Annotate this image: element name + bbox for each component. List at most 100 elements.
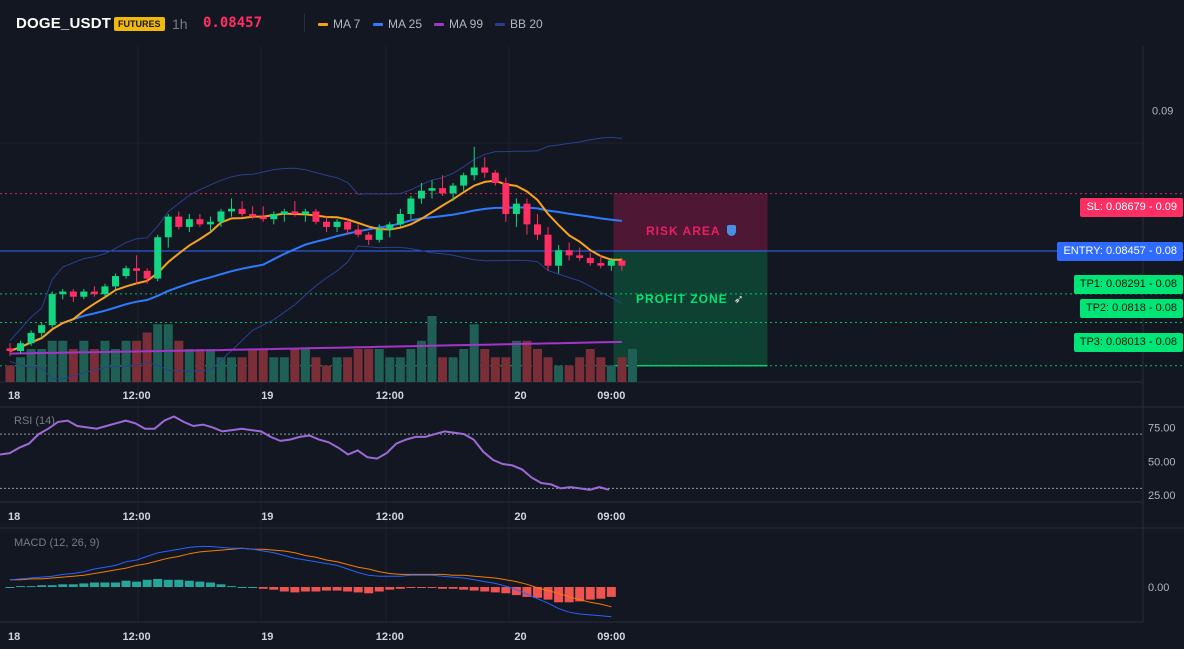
- tp1-price-tag: TP1: 0.08291 - 0.08: [1073, 275, 1183, 294]
- bb20-lower-line: [9, 245, 623, 380]
- candle-body: [523, 203, 531, 225]
- profit-zone-text: PROFIT ZONE: [636, 292, 728, 306]
- tp3-price-tag: TP3: 0.08013 - 0.08: [1073, 333, 1183, 352]
- volume-bar: [184, 349, 194, 382]
- candle-body: [238, 208, 246, 214]
- tp3-tag-label: TP3: 0.08013: [1079, 336, 1146, 348]
- last-price: 0.08457: [203, 15, 263, 31]
- candle-body: [101, 286, 109, 295]
- volume-bar: [311, 357, 321, 382]
- candle-body: [502, 182, 510, 214]
- candle-body: [270, 214, 278, 220]
- risk-area-zone: [613, 193, 768, 251]
- legend-ma25[interactable]: MA 25: [373, 17, 422, 31]
- candle-body: [48, 294, 56, 326]
- macd-histogram-bar: [564, 587, 574, 603]
- macd-histogram-bar: [490, 587, 500, 593]
- candle-body: [607, 260, 615, 266]
- candle-body: [375, 229, 383, 240]
- candle-body: [143, 270, 151, 279]
- macd-tick-label: 0.00: [1148, 582, 1169, 594]
- candle-body: [228, 208, 236, 212]
- profit-zone: [613, 250, 768, 366]
- volume-bar: [237, 357, 247, 382]
- symbol-name[interactable]: DOGE_USDT: [16, 15, 112, 32]
- candle-body: [586, 257, 594, 264]
- volume-bar: [300, 349, 310, 382]
- volume-bar: [47, 340, 57, 382]
- macd-histogram-bar: [575, 587, 585, 602]
- volume-bar: [100, 340, 110, 382]
- volume-bar: [564, 365, 574, 382]
- candle-body: [17, 343, 25, 351]
- macd-histogram-bar: [79, 583, 89, 587]
- time-tick-label: 09:00: [597, 511, 625, 523]
- macd-histogram-bar: [47, 585, 57, 587]
- volume-bar: [554, 365, 564, 382]
- candle-body: [576, 255, 584, 258]
- volume-bar: [490, 357, 500, 382]
- candle-body: [470, 167, 478, 176]
- candle-body: [154, 237, 162, 279]
- macd-histogram-bar: [248, 587, 258, 588]
- volume-bar: [480, 349, 490, 382]
- header-divider: [304, 14, 305, 32]
- macd-histogram-bar: [385, 587, 395, 590]
- macd-histogram-bar: [596, 587, 606, 599]
- volume-bar: [343, 357, 353, 382]
- sl-tag-suffix: - 0.09: [1145, 201, 1177, 213]
- risk-area-label: RISK AREA: [646, 224, 736, 238]
- volume-bar: [585, 349, 595, 382]
- macd-histogram-bar: [533, 587, 542, 598]
- volume-bar: [248, 349, 258, 382]
- volume-bar: [617, 357, 627, 382]
- time-tick-label: 18: [8, 390, 20, 402]
- candle-body: [301, 211, 309, 214]
- macd-histogram-bar: [205, 582, 215, 587]
- candle-body: [544, 234, 552, 266]
- volume-bar: [522, 340, 532, 382]
- legend-ma99[interactable]: MA 99: [434, 17, 483, 31]
- macd-histogram-bar: [416, 587, 426, 588]
- time-tick-label: 12:00: [123, 511, 151, 523]
- candle-body: [365, 234, 373, 240]
- volume-bar: [153, 324, 163, 382]
- volume-bar: [258, 349, 268, 382]
- time-tick-label: 20: [514, 390, 526, 402]
- rsi-panel-label[interactable]: RSI (14): [14, 415, 55, 427]
- macd-histogram-bar: [300, 587, 310, 592]
- candle-body: [439, 188, 447, 194]
- macd-histogram-bar: [459, 587, 469, 590]
- volume-bar: [606, 365, 616, 382]
- volume-bar: [79, 340, 89, 382]
- macd-histogram-bar: [68, 584, 78, 587]
- bb20-swatch-icon: [495, 23, 505, 27]
- volume-bar: [290, 349, 300, 382]
- volume-bar: [5, 365, 15, 382]
- candle-body: [217, 211, 225, 222]
- candle-body: [69, 291, 77, 297]
- macd-histogram-bar: [511, 587, 521, 596]
- macd-histogram-bar: [5, 587, 15, 588]
- candle-body: [449, 185, 457, 194]
- volume-bar: [627, 349, 637, 382]
- ma99-line: [9, 340, 622, 355]
- macd-panel-label[interactable]: MACD (12, 26, 9): [14, 537, 100, 549]
- macd-histogram-bar: [522, 587, 532, 597]
- macd-main-line: [9, 546, 612, 618]
- macd-histogram-bar: [279, 587, 289, 592]
- macd-histogram-bar: [480, 587, 490, 592]
- tp2-tag-suffix: - 0.08: [1145, 302, 1177, 314]
- legend-bb20[interactable]: BB 20: [495, 17, 543, 31]
- volume-bar: [385, 357, 395, 382]
- macd-histogram-bar: [501, 587, 511, 594]
- macd-histogram-bar: [606, 587, 616, 597]
- legend-ma7[interactable]: MA 7: [318, 17, 360, 31]
- ma25-swatch-icon: [373, 23, 383, 27]
- timeframe-label[interactable]: 1h: [172, 16, 188, 32]
- candle-body: [196, 219, 204, 225]
- rsi-line: [0, 415, 610, 491]
- candle-body: [291, 211, 299, 214]
- time-tick-label: 20: [514, 511, 526, 523]
